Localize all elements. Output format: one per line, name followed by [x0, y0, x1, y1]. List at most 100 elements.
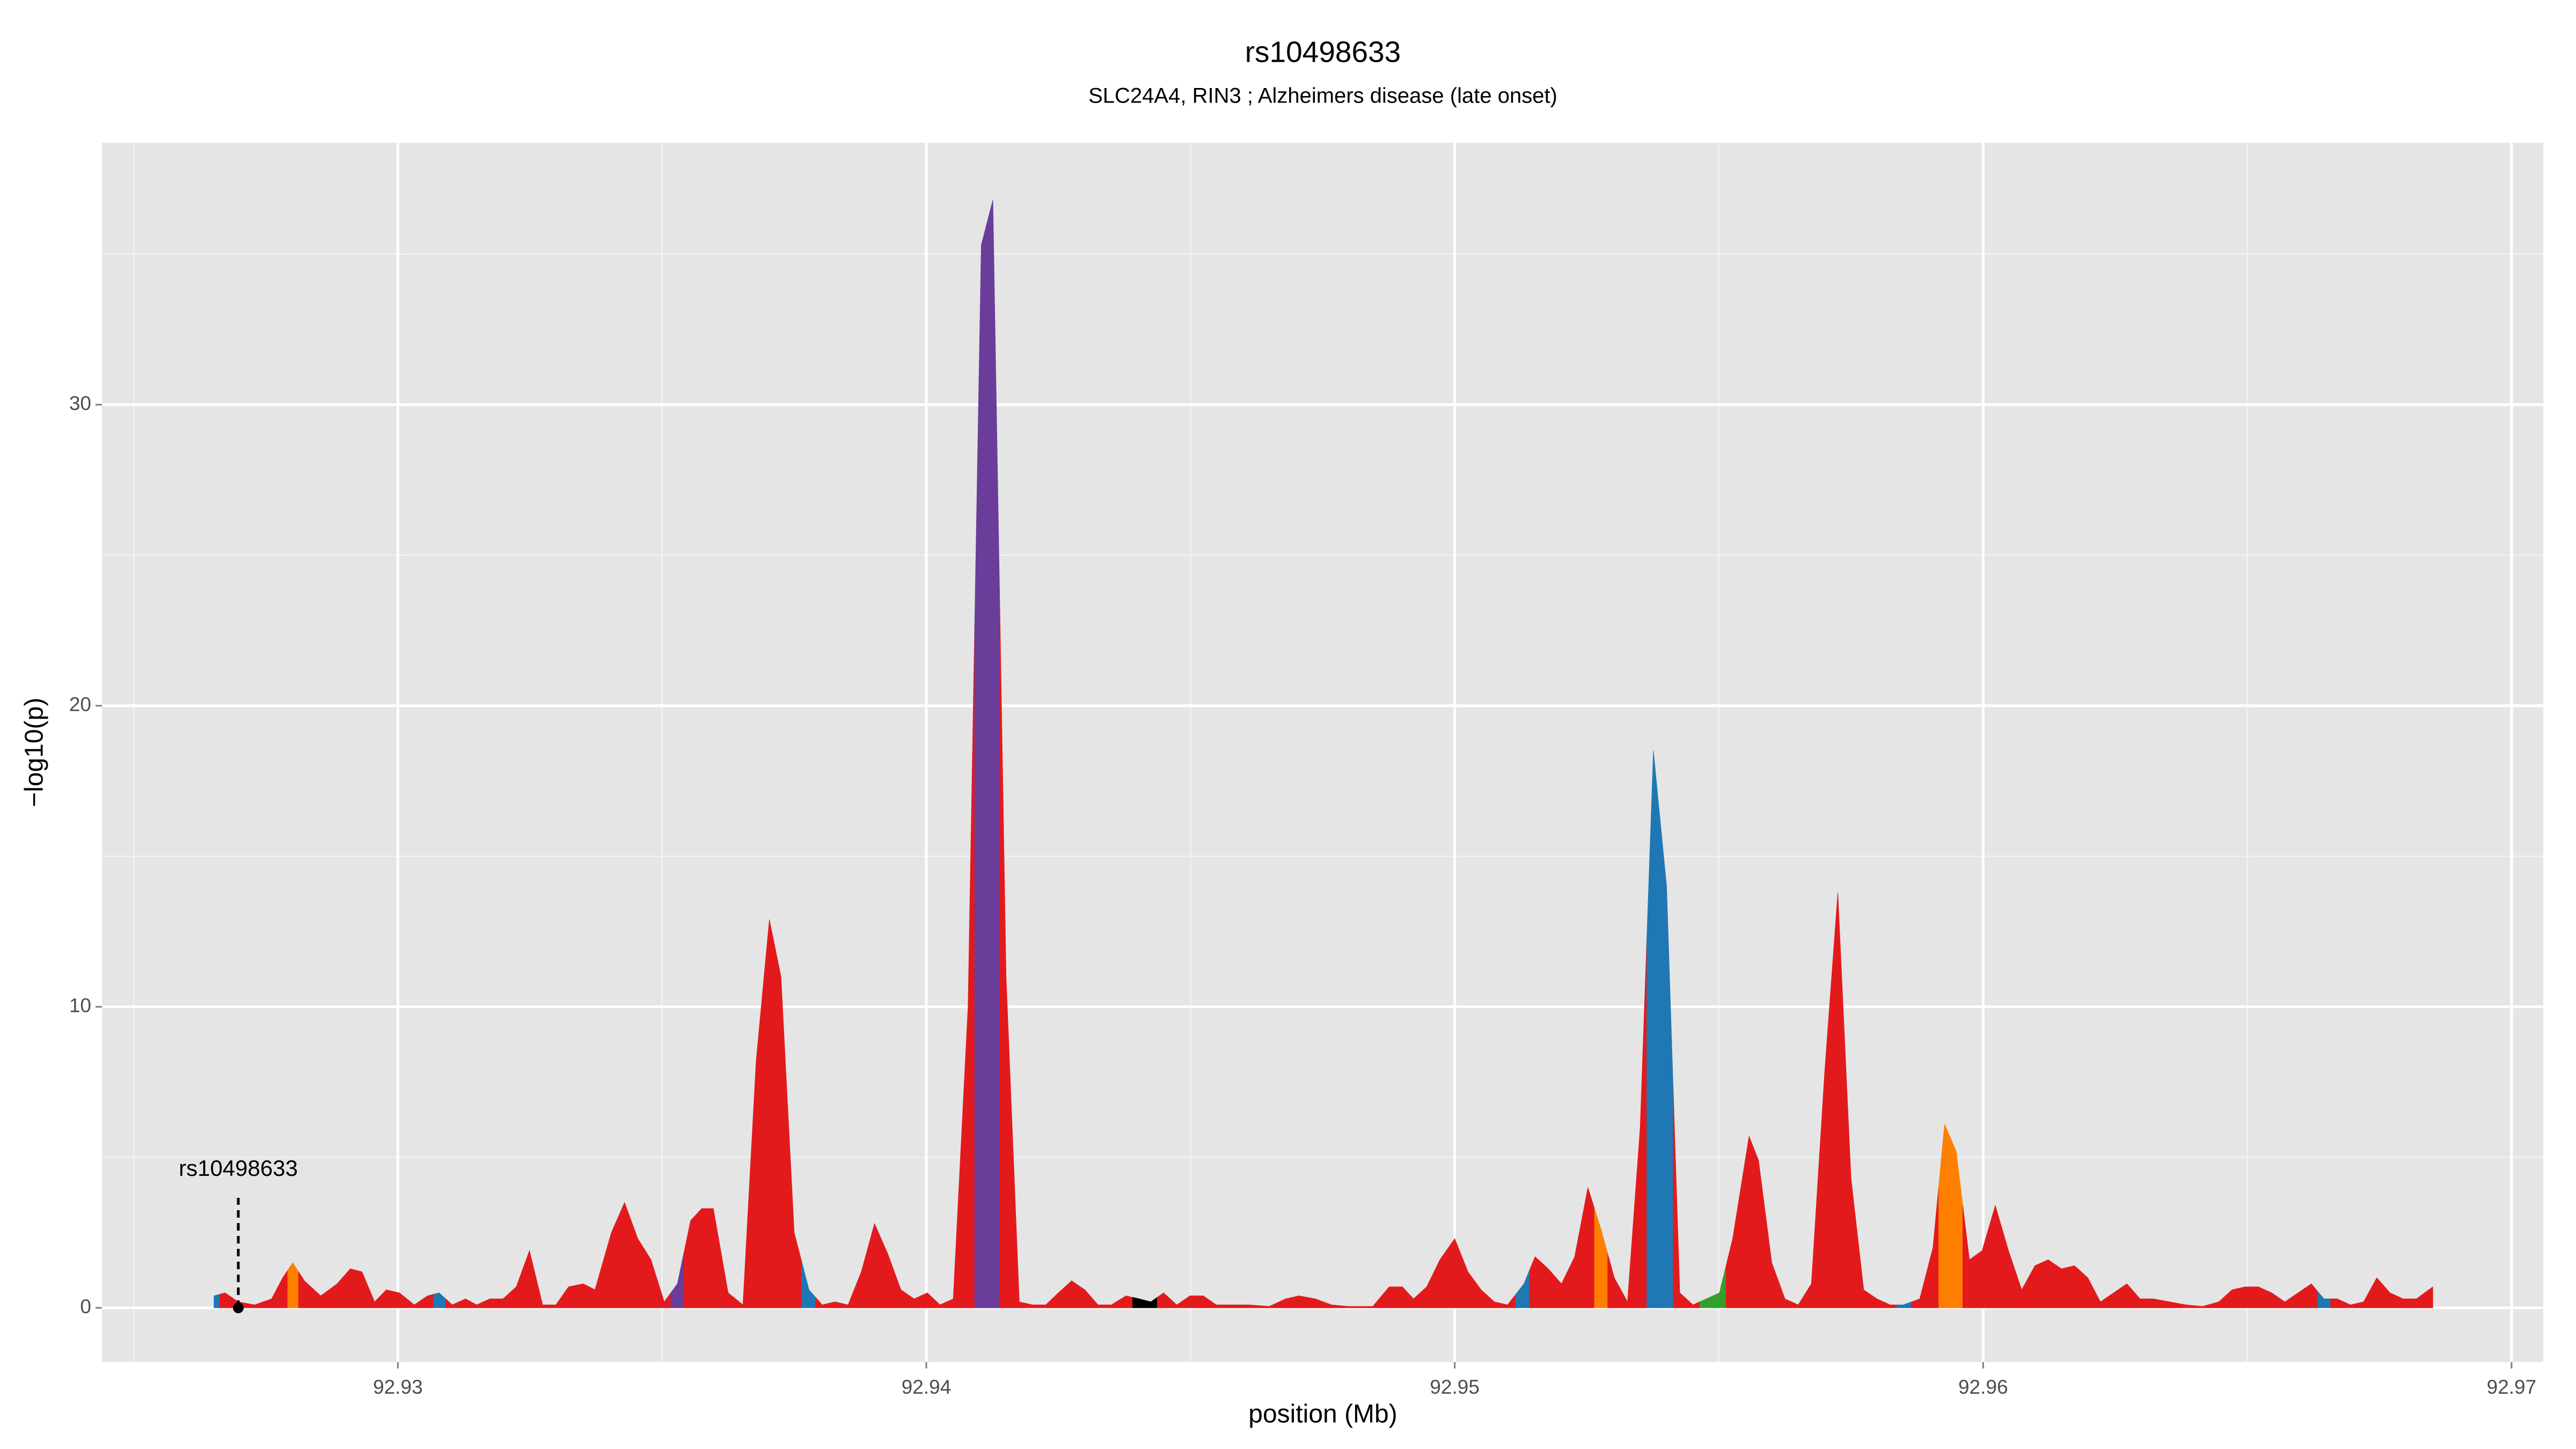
area-segment [881, 1238, 895, 1308]
area-segment [1659, 818, 1674, 1308]
plot-background [102, 143, 2543, 1362]
area-segment [2106, 1287, 2121, 1308]
area-segment [1870, 1294, 1884, 1308]
x-tick-label: 92.94 [902, 1376, 952, 1398]
annotation-point [233, 1302, 244, 1314]
area-segment [522, 1250, 537, 1308]
area-segment [1292, 1296, 1307, 1308]
area-segment [2238, 1286, 2252, 1308]
area-segment [1408, 1292, 1421, 1308]
area-segment [1804, 1178, 1818, 1308]
area-segment [483, 1298, 497, 1308]
area-segment [509, 1268, 523, 1308]
area-segment [828, 1301, 842, 1308]
area-segment [2133, 1291, 2147, 1308]
area-segment [2278, 1297, 2292, 1308]
area-segment [762, 919, 775, 1308]
area-segment [1145, 1297, 1158, 1308]
area-segment [2146, 1298, 2162, 1308]
area-segment [2161, 1300, 2178, 1308]
area-segment [1673, 1089, 1687, 1308]
area-segment [562, 1285, 576, 1308]
area-segment [575, 1283, 590, 1308]
area-segment [1926, 1185, 1939, 1308]
area-segment [841, 1288, 855, 1308]
area-segment [684, 1214, 697, 1308]
area-segment [1340, 1305, 1361, 1308]
area-segment [1078, 1285, 1092, 1308]
area-segment [1831, 892, 1845, 1308]
area-segment [1104, 1300, 1119, 1308]
area-segment [2343, 1301, 2358, 1308]
area-segment [960, 626, 975, 1308]
area-segment [1988, 1204, 2002, 1308]
y-axis-title: −log10(p) [20, 698, 49, 807]
area-segment [801, 1261, 816, 1308]
y-tick-label: 10 [69, 994, 91, 1016]
area-segment [1196, 1296, 1210, 1308]
area-segment [631, 1220, 645, 1308]
area-segment [287, 1262, 299, 1308]
area-segment [920, 1292, 934, 1308]
x-tick-label: 92.97 [2487, 1376, 2537, 1398]
y-tick-label: 0 [80, 1296, 91, 1318]
area-segment [1740, 1135, 1754, 1308]
area-segment [1975, 1228, 1989, 1308]
grid [102, 143, 2543, 1362]
area-segment [1501, 1293, 1516, 1308]
area-segment [707, 1208, 721, 1308]
area-segment [1713, 1265, 1726, 1308]
area-segment [1620, 1214, 1634, 1308]
area-segment [471, 1301, 484, 1308]
area-segment [1433, 1248, 1448, 1308]
area-segment [2265, 1289, 2279, 1308]
area-segment [867, 1223, 882, 1308]
area-segment [356, 1270, 369, 1308]
chart-subtitle: SLC24A4, RIN3 ; Alzheimers disease (late… [1088, 84, 1557, 108]
area-segment [618, 1202, 632, 1308]
area-segment [1594, 1208, 1608, 1308]
area-segment [720, 1250, 736, 1308]
area-segment [2424, 1286, 2433, 1308]
area-segment [1240, 1305, 1260, 1308]
area-segment [644, 1248, 658, 1308]
area-segment [1038, 1298, 1052, 1308]
area-segment [2251, 1286, 2265, 1308]
area-segment [1360, 1296, 1381, 1308]
area-segment [1554, 1270, 1569, 1308]
area-segment [219, 1292, 232, 1308]
area-segment [392, 1291, 407, 1308]
area-segment [214, 1294, 220, 1308]
area-segment [1065, 1280, 1079, 1308]
area-segment [1118, 1296, 1133, 1308]
area-segment [1515, 1270, 1530, 1308]
area-segment [1026, 1303, 1040, 1308]
area-segment [1307, 1297, 1324, 1308]
area-segment [1170, 1298, 1184, 1308]
area-segment [1634, 939, 1647, 1308]
area-segment [1646, 751, 1660, 1308]
x-tick-label: 92.96 [1958, 1376, 2008, 1398]
area-segment [854, 1247, 868, 1308]
area-segment [1395, 1286, 1408, 1308]
area-segment [2383, 1284, 2397, 1308]
area-segment [2015, 1270, 2029, 1308]
area-segment [1051, 1286, 1065, 1308]
area-segment [775, 948, 788, 1308]
x-axis-title: position (Mb) [1248, 1400, 1397, 1429]
area-segment [433, 1292, 446, 1308]
area-segment [1844, 1035, 1858, 1308]
area-segment [1474, 1280, 1488, 1308]
area-segment [1883, 1301, 1897, 1308]
area-segment [603, 1217, 618, 1308]
area-segment [2177, 1303, 2195, 1308]
area-segment [1962, 1205, 1976, 1308]
area-segment [536, 1277, 550, 1308]
area-segment [2120, 1283, 2134, 1308]
area-segment [1896, 1301, 1912, 1308]
area-segment [2210, 1295, 2226, 1308]
area-segment [2370, 1277, 2384, 1308]
area-segment [1380, 1286, 1396, 1308]
area-segment [1568, 1222, 1582, 1308]
